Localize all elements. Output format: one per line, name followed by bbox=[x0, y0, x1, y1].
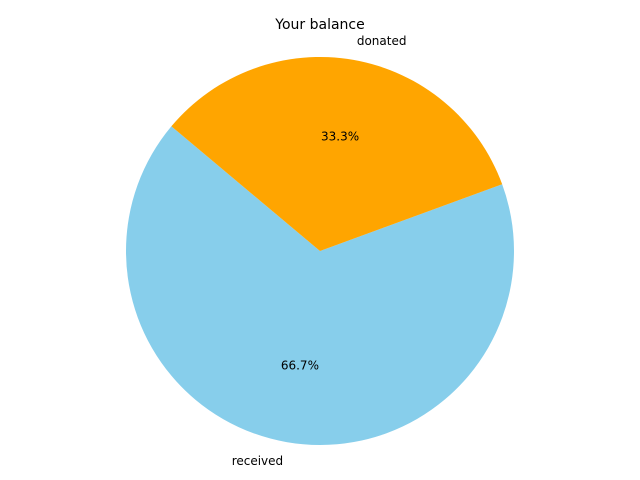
pie-pct-label-donated: 33.3% bbox=[321, 129, 359, 143]
chart-title: Your balance bbox=[274, 17, 364, 33]
pie-pct-label-received: 66.7% bbox=[281, 359, 319, 373]
pie-labels: 66.7% received 33.3% donated bbox=[232, 34, 407, 468]
pie-category-label-donated: donated bbox=[357, 34, 407, 48]
pie-slices bbox=[126, 56, 515, 445]
pie-slice-donated bbox=[171, 56, 503, 252]
pie-category-label-received: received bbox=[232, 454, 283, 468]
pie-slice-received bbox=[126, 126, 515, 445]
